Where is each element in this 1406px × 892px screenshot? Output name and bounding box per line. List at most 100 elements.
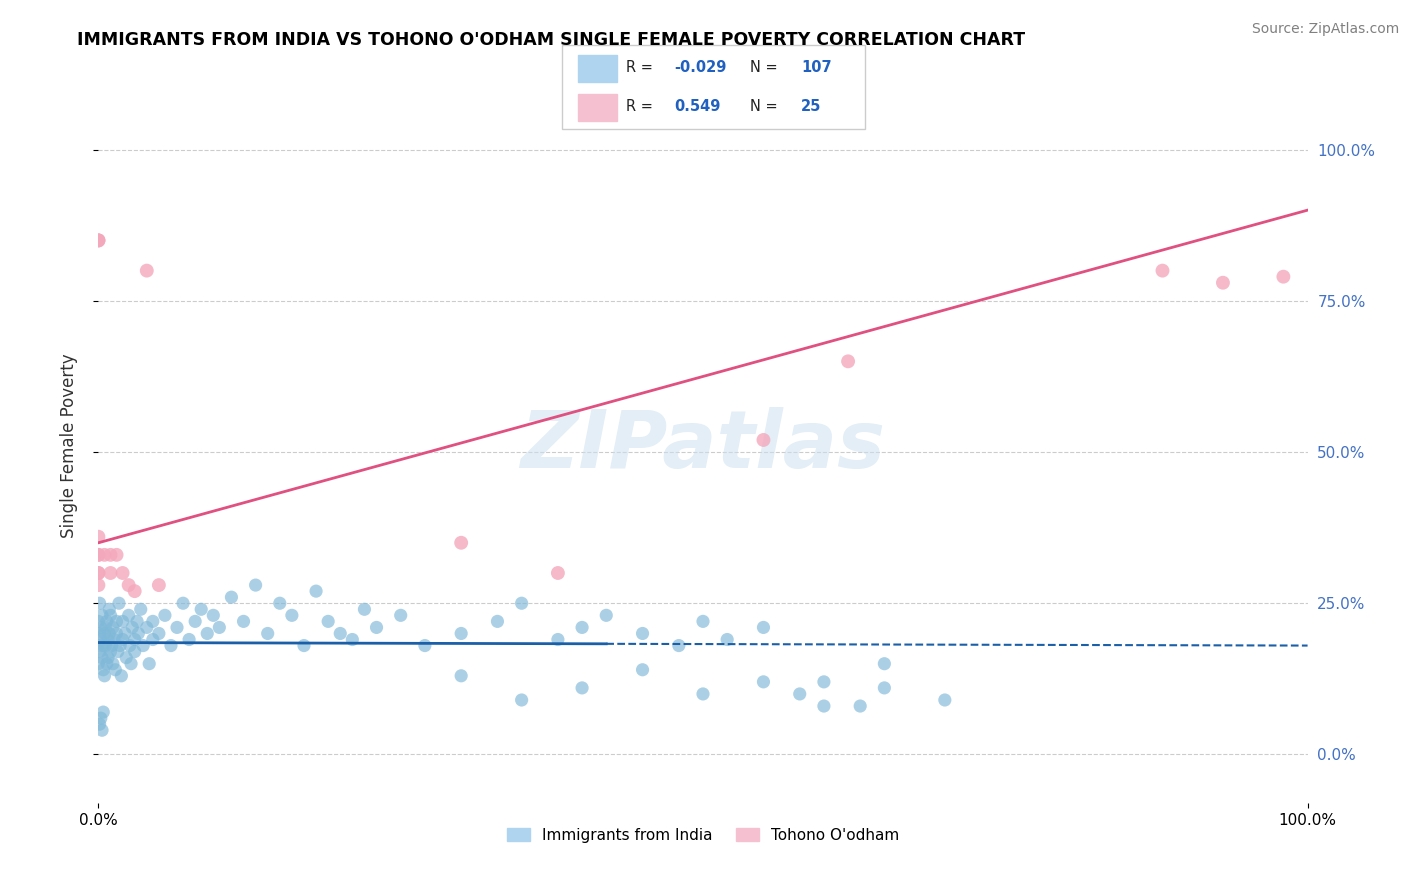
- Point: [90, 632, 112, 647]
- Point: [571, 620, 593, 634]
- Point: [96, 657, 118, 671]
- Point: [110, 669, 132, 683]
- Point: [91, 723, 114, 738]
- Point: [89, 645, 111, 659]
- Point: [148, 626, 170, 640]
- Point: [87, 233, 110, 247]
- Text: 0.549: 0.549: [675, 99, 721, 114]
- Point: [105, 548, 128, 562]
- Point: [101, 657, 124, 671]
- Point: [752, 433, 775, 447]
- Point: [127, 615, 149, 629]
- Point: [91, 650, 114, 665]
- Point: [873, 657, 896, 671]
- Point: [329, 626, 352, 640]
- Point: [132, 639, 155, 653]
- Point: [716, 632, 738, 647]
- Point: [93, 548, 115, 562]
- Point: [631, 663, 654, 677]
- Point: [98, 626, 121, 640]
- Legend: Immigrants from India, Tohono O'odham: Immigrants from India, Tohono O'odham: [501, 822, 905, 848]
- Point: [153, 608, 176, 623]
- Point: [1272, 269, 1295, 284]
- Point: [202, 608, 225, 623]
- Point: [100, 548, 122, 562]
- Point: [256, 626, 278, 640]
- Point: [87, 548, 110, 562]
- Point: [232, 615, 254, 629]
- Text: N =: N =: [749, 60, 782, 75]
- Point: [813, 674, 835, 689]
- Point: [97, 650, 120, 665]
- Text: 25: 25: [801, 99, 821, 114]
- Point: [142, 615, 165, 629]
- Point: [101, 620, 124, 634]
- Point: [105, 615, 128, 629]
- Point: [190, 602, 212, 616]
- Point: [292, 639, 315, 653]
- Point: [93, 669, 115, 683]
- Point: [692, 615, 714, 629]
- Point: [668, 639, 690, 653]
- Point: [100, 566, 122, 580]
- Point: [100, 639, 122, 653]
- Point: [98, 602, 121, 616]
- Point: [166, 620, 188, 634]
- Point: [450, 669, 472, 683]
- Point: [849, 699, 872, 714]
- Point: [97, 632, 120, 647]
- Point: [124, 645, 146, 659]
- Point: [510, 693, 533, 707]
- Point: [108, 639, 131, 653]
- Point: [111, 632, 134, 647]
- Point: [221, 590, 243, 604]
- Bar: [578, 94, 617, 120]
- Point: [115, 650, 138, 665]
- Point: [789, 687, 811, 701]
- Point: [692, 687, 714, 701]
- Point: [934, 693, 956, 707]
- Point: [120, 657, 142, 671]
- Point: [486, 615, 509, 629]
- Point: [118, 578, 141, 592]
- Point: [450, 535, 472, 549]
- Point: [1212, 276, 1234, 290]
- Point: [91, 663, 114, 677]
- Point: [118, 608, 141, 623]
- Point: [450, 626, 472, 640]
- Point: [121, 620, 143, 634]
- Y-axis label: Single Female Poverty: Single Female Poverty: [59, 354, 77, 538]
- Point: [245, 578, 267, 592]
- Point: [752, 674, 775, 689]
- Point: [752, 620, 775, 634]
- Point: [595, 608, 617, 623]
- Point: [135, 620, 157, 634]
- Point: [172, 596, 194, 610]
- FancyBboxPatch shape: [562, 45, 865, 129]
- Text: -0.029: -0.029: [675, 60, 727, 75]
- Point: [305, 584, 328, 599]
- Point: [353, 602, 375, 616]
- Point: [111, 615, 134, 629]
- Point: [127, 626, 149, 640]
- Point: [208, 620, 231, 634]
- Point: [124, 632, 146, 647]
- Point: [114, 626, 136, 640]
- Text: R =: R =: [626, 60, 658, 75]
- Point: [547, 566, 569, 580]
- Point: [413, 639, 436, 653]
- Point: [94, 639, 117, 653]
- Point: [148, 578, 170, 592]
- Point: [90, 620, 112, 634]
- Point: [1152, 263, 1174, 277]
- Point: [87, 615, 110, 629]
- Point: [111, 566, 134, 580]
- Point: [87, 548, 110, 562]
- Point: [87, 530, 110, 544]
- Point: [138, 657, 160, 671]
- Point: [342, 632, 364, 647]
- Point: [107, 645, 129, 659]
- Point: [108, 596, 131, 610]
- Point: [96, 615, 118, 629]
- Point: [89, 626, 111, 640]
